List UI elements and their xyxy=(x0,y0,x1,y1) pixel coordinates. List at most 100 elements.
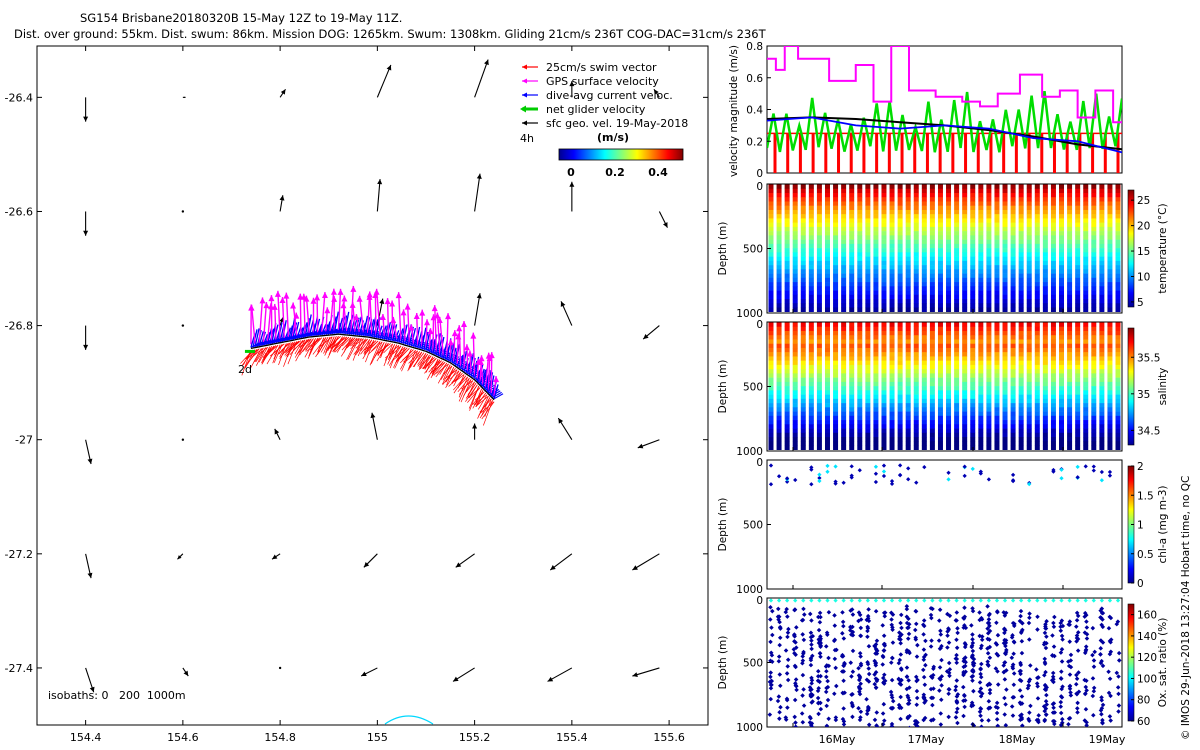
section-datapoint xyxy=(817,478,822,484)
section-datapoint xyxy=(841,420,847,425)
section-datapoint xyxy=(1091,381,1097,387)
section-datapoint xyxy=(833,222,839,228)
section-datapoint xyxy=(1051,624,1057,630)
section-datapoint xyxy=(954,222,960,228)
section-datapoint xyxy=(904,686,910,692)
section-datapoint xyxy=(954,273,960,279)
section-datapoint xyxy=(978,184,984,189)
section-datapoint xyxy=(921,239,927,245)
section-datapoint xyxy=(913,411,919,417)
section-datapoint xyxy=(897,437,903,442)
section-datapoint xyxy=(1075,322,1081,327)
section-datapoint xyxy=(800,617,806,623)
geo-vector-head xyxy=(569,81,575,87)
section-datapoint xyxy=(1002,277,1008,283)
section-datapoint xyxy=(816,627,822,633)
section-datapoint xyxy=(1075,415,1081,421)
section-datapoint xyxy=(1010,356,1016,361)
section-datapoint xyxy=(937,201,943,206)
section-datapoint xyxy=(776,218,782,223)
section-datapoint xyxy=(929,360,935,366)
section-datapoint xyxy=(929,269,935,274)
section-datapoint xyxy=(889,252,895,257)
section-datapoint xyxy=(954,330,960,336)
velocity-panel: 00.20.40.60.8 velocity magnitude (m/s) xyxy=(728,41,1123,180)
section-datapoint xyxy=(824,373,830,378)
section-datapoint xyxy=(1073,681,1079,687)
section-datapoint xyxy=(921,717,926,723)
gps-velocity-vector xyxy=(277,290,281,339)
section-datapoint xyxy=(865,252,871,257)
section-datapoint xyxy=(1050,356,1056,361)
section-datapoint xyxy=(776,441,782,446)
section-datapoint xyxy=(1034,445,1040,450)
swim-vector xyxy=(461,380,474,390)
section-datapoint xyxy=(866,671,872,677)
section-datapoint xyxy=(777,642,782,648)
section-datapoint xyxy=(889,339,895,344)
section-datapoint xyxy=(849,381,855,387)
section-datapoint xyxy=(801,598,806,603)
section-datapoint xyxy=(1075,411,1081,417)
current-vector xyxy=(373,331,384,338)
section-datapoint xyxy=(768,188,774,194)
velocity-ytick-label: 0 xyxy=(756,168,763,180)
section-datapoint xyxy=(921,290,927,296)
gps-velocity-head xyxy=(434,312,441,319)
section-datapoint xyxy=(824,265,830,270)
section-datapoint xyxy=(768,184,774,189)
section-datapoint xyxy=(905,693,910,698)
section-datapoint xyxy=(792,373,798,378)
section-datapoint xyxy=(841,706,846,711)
section-datapoint xyxy=(913,339,919,344)
section-datapoint xyxy=(1059,411,1065,417)
section-datapoint xyxy=(1010,273,1016,279)
section-datapoint xyxy=(849,607,855,612)
gps-velocity-head xyxy=(268,295,275,302)
section-datapoint xyxy=(937,239,943,245)
section-datapoint xyxy=(1107,407,1113,412)
section-datapoint xyxy=(873,192,879,198)
section-datapoint xyxy=(881,197,887,202)
section-datapoint xyxy=(994,441,1000,446)
section-datapoint xyxy=(857,398,863,404)
gps-velocity-head xyxy=(321,292,328,299)
section-datapoint xyxy=(857,390,863,395)
section-datapoint xyxy=(1083,403,1089,408)
section-datapoint xyxy=(930,702,935,708)
section-datapoint xyxy=(938,677,943,682)
section-datapoint xyxy=(1083,330,1089,336)
section-datapoint xyxy=(816,394,822,400)
colorbar-tick-label: 35 xyxy=(1137,389,1150,401)
section-datapoint xyxy=(937,218,943,223)
section-datapoint xyxy=(1115,226,1121,232)
map-ytick-label: -27 xyxy=(15,434,33,447)
section-datapoint xyxy=(954,432,960,438)
section-datapoint xyxy=(873,373,879,378)
section-datapoint xyxy=(986,617,992,622)
section-datapoint xyxy=(1099,424,1105,429)
gps-velocity-head xyxy=(248,304,255,311)
section-datapoint xyxy=(849,373,855,378)
section-datapoint xyxy=(978,205,984,211)
section-datapoint xyxy=(897,343,903,349)
section-datapoint xyxy=(1018,394,1024,400)
section-datapoint xyxy=(784,343,790,349)
section-datapoint xyxy=(1059,403,1065,408)
section-datapoint xyxy=(970,466,975,472)
gps-velocity-head xyxy=(436,316,443,323)
section-datapoint xyxy=(954,235,960,240)
section-datapoint xyxy=(873,381,879,387)
section-datapoint xyxy=(778,683,783,688)
section-datapoint xyxy=(1115,343,1121,349)
section-datapoint xyxy=(776,205,782,211)
section-datapoint xyxy=(1034,667,1039,672)
section-datapoint xyxy=(905,214,911,219)
section-datapoint xyxy=(873,282,879,287)
section-datapoint xyxy=(994,642,1000,647)
section-datapoint xyxy=(857,381,863,387)
section-datapoint xyxy=(889,428,895,434)
section-datapoint xyxy=(1018,432,1024,438)
section-datapoint xyxy=(800,445,806,450)
section-datapoint xyxy=(800,277,806,283)
